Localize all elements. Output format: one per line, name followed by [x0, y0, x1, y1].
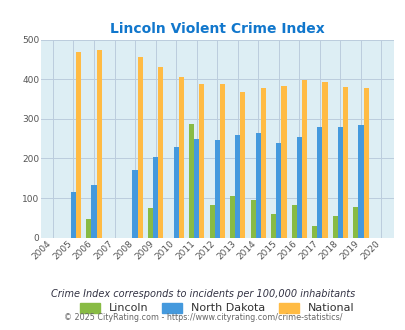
- Bar: [214, 140, 219, 238]
- Bar: [71, 192, 76, 238]
- Bar: [91, 185, 96, 238]
- Title: Lincoln Violent Crime Index: Lincoln Violent Crime Index: [110, 22, 324, 36]
- Bar: [240, 92, 245, 238]
- Bar: [234, 135, 240, 238]
- Bar: [352, 207, 358, 238]
- Bar: [96, 50, 101, 238]
- Bar: [317, 127, 322, 238]
- Bar: [199, 84, 204, 238]
- Bar: [86, 219, 91, 238]
- Bar: [194, 139, 199, 238]
- Bar: [132, 170, 137, 238]
- Bar: [153, 157, 158, 238]
- Bar: [291, 205, 296, 238]
- Bar: [76, 52, 81, 238]
- Bar: [250, 200, 255, 238]
- Bar: [178, 77, 183, 238]
- Bar: [281, 86, 286, 238]
- Text: © 2025 CityRating.com - https://www.cityrating.com/crime-statistics/: © 2025 CityRating.com - https://www.city…: [64, 313, 341, 322]
- Bar: [219, 84, 224, 238]
- Bar: [260, 88, 265, 238]
- Bar: [173, 147, 178, 238]
- Bar: [296, 137, 301, 238]
- Bar: [188, 123, 194, 238]
- Bar: [337, 127, 342, 238]
- Text: Crime Index corresponds to incidents per 100,000 inhabitants: Crime Index corresponds to incidents per…: [51, 289, 354, 299]
- Bar: [158, 67, 163, 238]
- Bar: [137, 57, 143, 238]
- Bar: [301, 80, 306, 238]
- Bar: [147, 208, 153, 238]
- Bar: [230, 196, 234, 238]
- Bar: [209, 205, 214, 238]
- Bar: [255, 133, 260, 238]
- Legend: Lincoln, North Dakota, National: Lincoln, North Dakota, National: [80, 303, 353, 313]
- Bar: [362, 87, 368, 238]
- Bar: [342, 87, 347, 238]
- Bar: [332, 216, 337, 238]
- Bar: [358, 125, 362, 238]
- Bar: [271, 214, 275, 238]
- Bar: [311, 226, 317, 238]
- Bar: [275, 143, 281, 238]
- Bar: [322, 82, 327, 238]
